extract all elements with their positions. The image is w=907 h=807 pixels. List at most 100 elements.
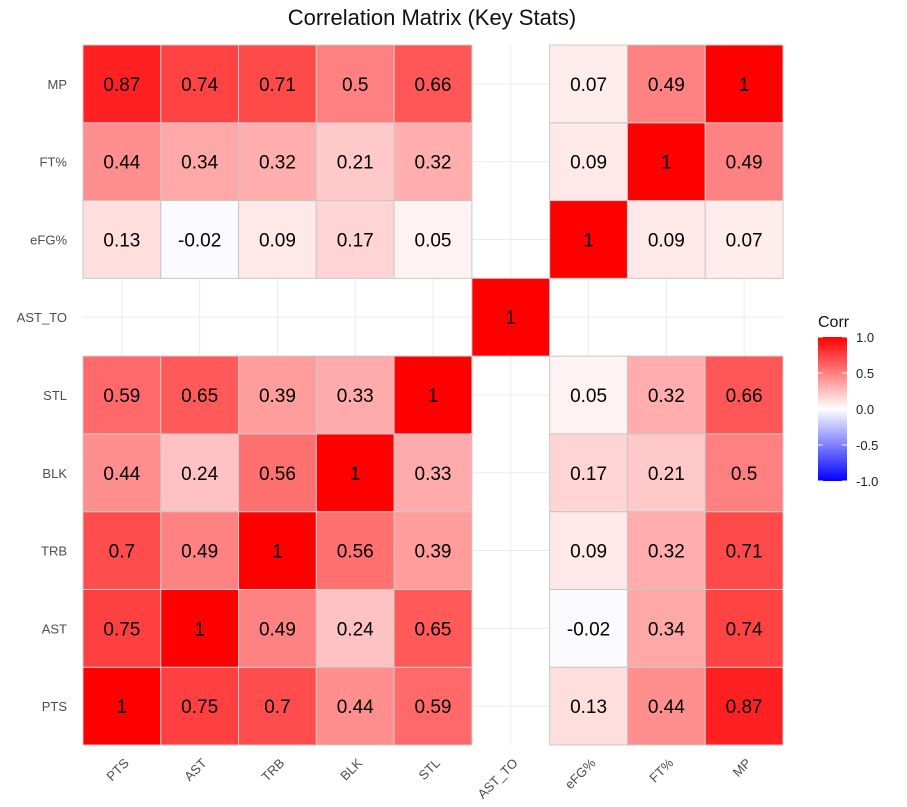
cell-value-label: 0.75	[103, 619, 140, 640]
heatmap-cell	[626, 355, 706, 435]
cell-value-label: 0.44	[648, 697, 685, 718]
cell-value-label: 0.65	[415, 619, 452, 640]
cell-value-label: 0.66	[415, 75, 452, 96]
x-tick-label: TRB	[258, 755, 287, 784]
legend-tick-label: 1.0	[856, 330, 874, 345]
legend-tick-label: -1.0	[856, 474, 878, 489]
cell-value-label: 0.09	[570, 542, 607, 563]
cell-value-label: 0.71	[726, 542, 763, 563]
heatmap-cell	[704, 200, 784, 279]
heatmap-cell	[549, 44, 628, 124]
cell-label-layer: 1 0.75 0.7 0.44 0.59 0.13 0.44 0.87 0.75 1 0.49 0.2…	[103, 75, 763, 718]
y-tick-label: STL	[43, 388, 67, 403]
legend-tick-label: 0.0	[856, 402, 874, 417]
cell-value-label: 0.7	[109, 542, 135, 563]
cell-value-label: 0.39	[259, 386, 296, 407]
cell-layer	[82, 44, 784, 746]
cell-value-label: 0.71	[259, 75, 296, 96]
legend-title: Corr	[818, 314, 850, 331]
y-tick-label: AST	[42, 621, 67, 636]
heatmap-cell	[315, 200, 395, 279]
heatmap-cell	[393, 122, 473, 202]
cell-value-label: 0.17	[570, 464, 607, 485]
cell-value-label: 0.59	[103, 386, 140, 407]
cell-value-label: 0.5	[342, 75, 368, 96]
heatmap-cell	[704, 122, 784, 202]
heatmap-cell	[549, 200, 628, 279]
heatmap-cell	[549, 588, 628, 668]
cell-value-label: 0.09	[259, 230, 296, 251]
heatmap-cell	[626, 433, 706, 513]
cell-value-label: 0.49	[259, 619, 296, 640]
y-tick-label: eFG%	[30, 232, 67, 247]
y-tick-label: BLK	[42, 466, 67, 481]
y-tick-label: PTS	[42, 699, 68, 714]
cell-value-label: 1	[272, 542, 283, 563]
cell-value-label: -0.02	[567, 619, 610, 640]
heatmap-cell	[160, 588, 240, 668]
cell-value-label: 1	[194, 619, 205, 640]
heatmap-cell	[315, 355, 395, 435]
cell-value-label: 1	[739, 75, 750, 96]
cell-value-label: 0.75	[181, 697, 218, 718]
heatmap-cell	[238, 355, 317, 435]
heatmap-cell	[315, 511, 395, 590]
cell-value-label: 0.09	[648, 230, 685, 251]
cell-value-label: 0.21	[337, 153, 374, 174]
heatmap-cell	[238, 511, 317, 590]
cell-value-label: -0.02	[178, 230, 221, 251]
cell-value-label: 0.32	[648, 542, 685, 563]
heatmap-cell	[549, 666, 628, 746]
cell-value-label: 1	[505, 308, 516, 329]
cell-value-label: 0.32	[259, 153, 296, 174]
cell-value-label: 0.87	[726, 697, 763, 718]
heatmap-cell	[82, 511, 162, 590]
cell-value-label: 0.56	[337, 542, 374, 563]
heatmap-cell	[626, 666, 706, 746]
heatmap-cell	[160, 511, 240, 590]
heatmap-cell	[704, 433, 784, 513]
y-tick-label: AST_TO	[17, 310, 67, 325]
x-tick-label: MP	[730, 755, 754, 779]
heatmap-cell	[471, 277, 551, 357]
cell-value-label: 0.7	[264, 697, 290, 718]
x-tick-label: AST_TO	[475, 755, 521, 801]
cell-value-label: 0.44	[103, 464, 140, 485]
cell-value-label: 0.33	[337, 386, 374, 407]
heatmap-cell	[160, 433, 240, 513]
cell-value-label: 0.74	[726, 619, 763, 640]
heatmap-cell	[704, 588, 784, 668]
cell-value-label: 0.13	[570, 697, 607, 718]
cell-value-label: 0.74	[181, 75, 218, 96]
heatmap-cell	[82, 433, 162, 513]
heatmap-cell	[626, 588, 706, 668]
cell-value-label: 0.07	[570, 75, 607, 96]
x-tick-label: AST	[181, 755, 210, 784]
heatmap-cell	[393, 433, 473, 513]
x-axis: PTS AST TRB BLK STL AST_TO eFG% FT% MP	[103, 755, 754, 802]
legend: Corr 1.0 0.5 0.0 -0.5 -1.0	[818, 314, 878, 489]
cell-value-label: 0.49	[181, 542, 218, 563]
cell-value-label: 0.05	[570, 386, 607, 407]
cell-value-label: 0.32	[415, 153, 452, 174]
heatmap-cell	[549, 122, 628, 202]
cell-value-label: 1	[350, 464, 361, 485]
heatmap-cell	[238, 122, 317, 202]
cell-value-label: 0.17	[337, 230, 374, 251]
heatmap-cell	[626, 200, 706, 279]
heatmap-cell	[393, 511, 473, 590]
cell-value-label: 0.13	[103, 230, 140, 251]
heatmap-cell	[393, 355, 473, 435]
x-tick-label: BLK	[337, 755, 365, 783]
heatmap-cell	[626, 511, 706, 590]
heatmap-cell	[315, 588, 395, 668]
heatmap-cell	[160, 122, 240, 202]
heatmap-cell	[393, 44, 473, 124]
heatmap-cell	[393, 588, 473, 668]
heatmap-cell	[393, 666, 473, 746]
heatmap-cell	[626, 44, 706, 124]
cell-value-label: 1	[661, 153, 672, 174]
y-tick-label: TRB	[41, 544, 67, 559]
